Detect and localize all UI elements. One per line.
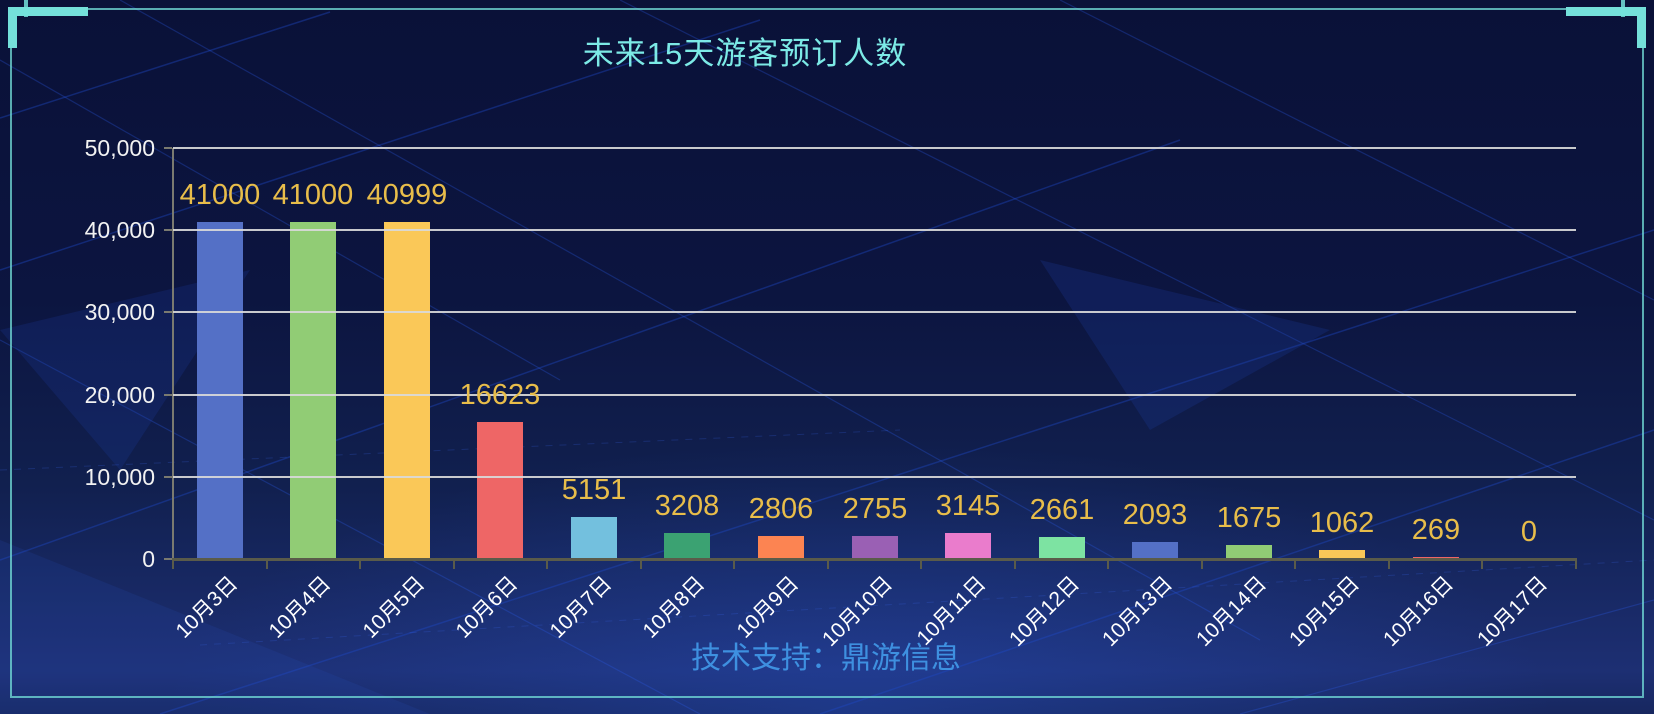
gridline [173, 311, 1576, 314]
bar-10月13日[interactable] [1132, 542, 1178, 559]
gridline [173, 393, 1576, 396]
bar-10月7日[interactable] [571, 517, 617, 559]
bar-10月6日[interactable] [477, 422, 523, 559]
x-axis-tick [1575, 560, 1577, 569]
bar-value-label: 5151 [561, 474, 627, 506]
bar-value-label: 1675 [1216, 502, 1282, 534]
bar-10月5日[interactable] [384, 222, 430, 559]
bar-10月8日[interactable] [664, 533, 710, 559]
bar-value-label: 269 [1411, 514, 1461, 546]
x-axis-tick [265, 560, 268, 569]
bar-value-label: 0 [1520, 516, 1538, 548]
x-axis-label: 10月9日 [732, 572, 804, 643]
bar-10月4日[interactable] [290, 222, 336, 559]
x-axis-label: 10月7日 [545, 572, 617, 643]
y-axis-line [172, 148, 174, 561]
corner-bracket-top-left [8, 7, 88, 16]
bar-10月12日[interactable] [1039, 537, 1085, 559]
bar-value-label: 3208 [654, 490, 720, 522]
gridline [173, 229, 1576, 232]
bar-value-label: 2661 [1029, 494, 1095, 526]
x-axis-tick [452, 560, 455, 569]
x-axis-label: 10月12日 [1004, 572, 1084, 651]
x-axis-label: 10月8日 [638, 572, 710, 643]
frame-tick-top-right [1621, 0, 1625, 17]
y-axis-label: 40,000 [84, 217, 155, 244]
x-axis-label: 10月10日 [817, 572, 897, 651]
x-axis-tick [1013, 560, 1016, 569]
bar-value-label: 2093 [1122, 499, 1188, 531]
bar-value-label: 2806 [748, 493, 814, 525]
x-axis-tick [1294, 560, 1297, 569]
x-axis-tick [639, 560, 642, 569]
y-axis-tick [164, 311, 172, 314]
y-axis-label: 0 [142, 546, 155, 572]
frame-tick-top-left [24, 0, 28, 17]
bar-value-label: 3145 [935, 490, 1001, 522]
bar-value-label: 1062 [1309, 507, 1375, 539]
bar-10月14日[interactable] [1226, 545, 1272, 559]
bar-10月10日[interactable] [852, 536, 898, 559]
x-axis-tick [733, 560, 736, 569]
y-axis-tick [164, 147, 172, 149]
x-axis-tick [1107, 560, 1110, 569]
bar-value-label: 2755 [842, 493, 908, 525]
bar-value-label: 16623 [459, 379, 541, 411]
x-axis-label: 10月16日 [1378, 572, 1458, 651]
corner-bracket-top-left-arm [8, 7, 17, 48]
x-axis-label: 10月17日 [1472, 572, 1552, 651]
x-axis-label: 10月5日 [358, 572, 430, 643]
x-axis-tick [1387, 560, 1390, 569]
y-axis-tick [164, 475, 172, 478]
corner-bracket-top-right-arm [1637, 7, 1646, 48]
y-axis-tick [164, 558, 172, 560]
gridline [173, 147, 1576, 149]
y-axis-label: 50,000 [84, 135, 155, 161]
bar-10月15日[interactable] [1319, 550, 1365, 559]
x-axis-tick [920, 560, 923, 569]
bar-value-label: 41000 [179, 179, 261, 211]
gridline [173, 475, 1576, 478]
frame-border [10, 8, 1644, 698]
x-axis-label: 10月14日 [1191, 572, 1271, 651]
y-axis-tick [164, 229, 172, 232]
x-axis-tick [1481, 560, 1484, 569]
bar-value-label: 40999 [366, 179, 448, 211]
x-axis-tick [359, 560, 362, 569]
chart-title: 未来15天游客预订人数 [582, 36, 908, 71]
x-axis-label: 10月6日 [451, 572, 523, 643]
x-axis-label: 10月13日 [1098, 572, 1178, 651]
y-axis-label: 20,000 [84, 381, 155, 408]
x-axis-label: 10月3日 [171, 572, 243, 643]
bar-10月3日[interactable] [197, 222, 243, 559]
x-axis-label: 10月4日 [264, 572, 336, 643]
x-axis-label: 10月15日 [1285, 572, 1365, 651]
x-axis-tick [546, 560, 549, 569]
x-axis-tick [1200, 560, 1203, 569]
y-axis-label: 30,000 [84, 299, 155, 326]
bar-value-label: 41000 [272, 179, 354, 211]
footer-credit: 技术支持：鼎游信息 [691, 642, 961, 675]
corner-bracket-top-right [1566, 7, 1646, 16]
y-axis-tick [164, 393, 172, 396]
x-axis-tick [172, 560, 174, 569]
x-axis-line [172, 558, 1577, 561]
y-axis-label: 10,000 [84, 463, 155, 490]
bar-10月11日[interactable] [945, 533, 991, 559]
x-axis-tick [826, 560, 829, 569]
x-axis-label: 10月11日 [912, 572, 991, 650]
bar-10月9日[interactable] [758, 536, 804, 559]
